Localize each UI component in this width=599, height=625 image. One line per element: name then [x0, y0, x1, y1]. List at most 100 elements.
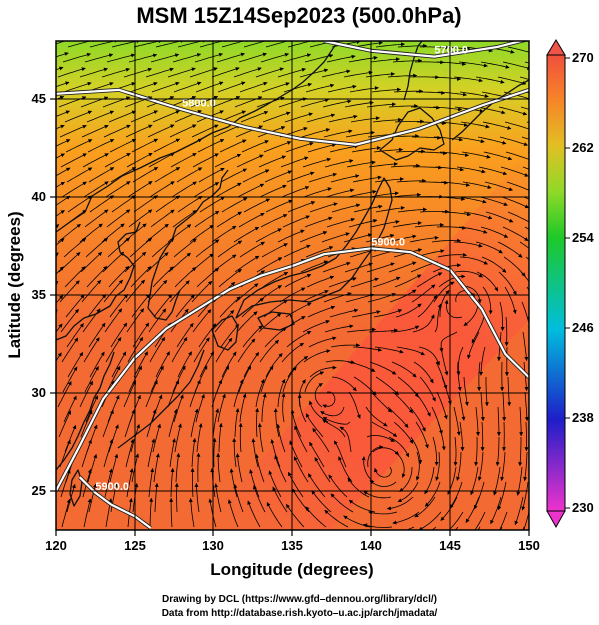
streamline: [194, 482, 200, 513]
streamline: [328, 277, 357, 288]
streamline: [457, 196, 487, 204]
streamline: [132, 166, 159, 183]
streamline: [61, 337, 79, 363]
streamline: [395, 149, 426, 154]
streamline: [196, 452, 201, 483]
streamline: [238, 212, 265, 228]
streamline: [323, 292, 352, 303]
streamline: [299, 231, 328, 243]
streamline: [234, 255, 260, 273]
streamline: [236, 154, 264, 168]
streamline: [131, 138, 159, 153]
streamline: [500, 451, 506, 481]
x-tick-label: 130: [202, 538, 224, 553]
streamline: [238, 52, 267, 63]
contour-label: 5700.0: [434, 45, 468, 57]
streamline: [253, 485, 266, 513]
streamline: [456, 346, 464, 376]
streamline: [523, 511, 529, 530]
streamline: [484, 377, 489, 407]
contour-line: [56, 88, 529, 146]
streamline: [366, 434, 395, 442]
streamline: [43, 426, 55, 452]
colorbar-tick-label: 254: [572, 230, 594, 245]
streamline: [282, 366, 297, 393]
streamline: [249, 469, 260, 498]
streamline: [83, 181, 109, 198]
streamline: [393, 89, 424, 94]
streamline: [216, 52, 245, 63]
streamline: [87, 294, 107, 318]
streamline: [127, 181, 153, 198]
streamline: [444, 299, 463, 319]
streamline: [439, 290, 450, 317]
streamline: [438, 121, 468, 127]
streamline: [368, 162, 398, 168]
streamline: [86, 110, 115, 123]
streamline: [108, 266, 130, 288]
streamline: [152, 110, 180, 123]
coast-korea: [147, 169, 229, 321]
streamline: [124, 409, 136, 438]
streamline: [145, 223, 169, 243]
streamline: [499, 136, 528, 146]
streamline: [436, 61, 467, 66]
streamline: [84, 53, 114, 63]
streamline: [123, 67, 152, 78]
streamline: [480, 421, 485, 452]
streamline: [84, 209, 109, 228]
streamline: [412, 314, 435, 333]
streamline: [81, 280, 102, 303]
colorbar: 270 262 254 246 238 230: [546, 39, 594, 529]
streamline: [388, 104, 419, 108]
streamline: [277, 229, 305, 243]
streamline: [523, 451, 528, 482]
streamline: [424, 466, 435, 495]
streamline: [463, 211, 493, 220]
streamline: [211, 225, 237, 243]
streamline: [87, 454, 98, 483]
streamline: [83, 498, 92, 528]
streamline: [502, 226, 529, 242]
streamline: [126, 468, 134, 498]
streamline: [392, 391, 413, 414]
streamline: [417, 295, 438, 318]
streamline: [391, 361, 417, 378]
streamline: [217, 240, 243, 258]
streamline: [437, 252, 467, 258]
streamline: [88, 483, 97, 513]
streamline: [475, 76, 505, 84]
streamline: [375, 206, 405, 213]
streamline: [281, 393, 286, 423]
streamline: [243, 198, 271, 213]
colorbar-body: [546, 54, 566, 512]
streamline: [456, 166, 486, 174]
streamline: [56, 209, 65, 217]
streamline: [233, 67, 262, 78]
y-tick-label: 35: [32, 287, 46, 302]
streamline: [109, 453, 119, 483]
streamline: [189, 224, 214, 243]
streamline: [215, 182, 242, 198]
streamline: [233, 226, 260, 243]
streamline: [475, 406, 480, 437]
streamline: [190, 467, 195, 498]
x-tick-label: 150: [518, 538, 540, 553]
streamline: [399, 466, 413, 492]
streamline: [504, 316, 509, 347]
streamline: [110, 167, 137, 183]
streamline: [309, 441, 325, 468]
streamline: [461, 151, 491, 159]
streamline: [522, 166, 529, 170]
streamline: [125, 438, 135, 468]
streamline: [500, 526, 503, 530]
streamline: [497, 76, 527, 85]
streamline: [80, 410, 93, 438]
streamline: [175, 452, 181, 483]
streamline: [521, 481, 529, 511]
streamline: [239, 241, 265, 258]
streamline: [287, 41, 317, 48]
streamline: [195, 394, 205, 423]
streamline: [410, 436, 423, 465]
colorbar-min-arrow: [546, 510, 566, 529]
